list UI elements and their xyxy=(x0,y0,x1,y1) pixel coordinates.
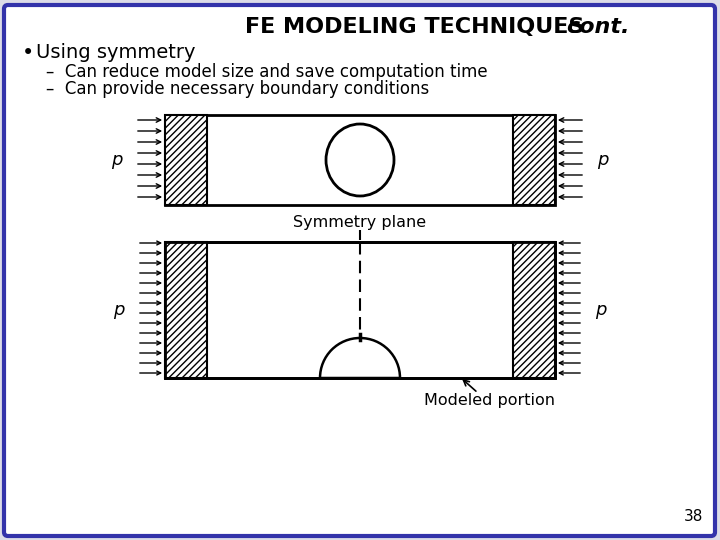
Text: •: • xyxy=(22,43,35,63)
Text: 38: 38 xyxy=(683,509,703,524)
Bar xyxy=(513,115,555,205)
Text: Using symmetry: Using symmetry xyxy=(36,44,196,63)
Text: –  Can reduce model size and save computation time: – Can reduce model size and save computa… xyxy=(46,63,487,81)
Text: p: p xyxy=(595,301,607,319)
Text: p: p xyxy=(113,301,125,319)
Text: Modeled portion: Modeled portion xyxy=(425,393,556,408)
Text: Symmetry plane: Symmetry plane xyxy=(294,214,426,230)
Bar xyxy=(165,242,555,378)
Text: FE MODELING TECHNIQUES: FE MODELING TECHNIQUES xyxy=(245,17,592,37)
Bar xyxy=(360,242,513,378)
Wedge shape xyxy=(320,338,400,378)
Bar xyxy=(513,242,555,378)
Text: p: p xyxy=(112,151,122,169)
Bar xyxy=(165,242,555,378)
Ellipse shape xyxy=(326,124,394,196)
Text: –  Can provide necessary boundary conditions: – Can provide necessary boundary conditi… xyxy=(46,80,429,98)
Text: cont.: cont. xyxy=(566,17,629,37)
Bar xyxy=(165,115,207,205)
Bar xyxy=(165,115,555,205)
Text: p: p xyxy=(598,151,608,169)
Bar xyxy=(165,242,555,378)
Bar xyxy=(165,242,207,378)
Wedge shape xyxy=(320,338,400,378)
FancyBboxPatch shape xyxy=(4,5,715,536)
